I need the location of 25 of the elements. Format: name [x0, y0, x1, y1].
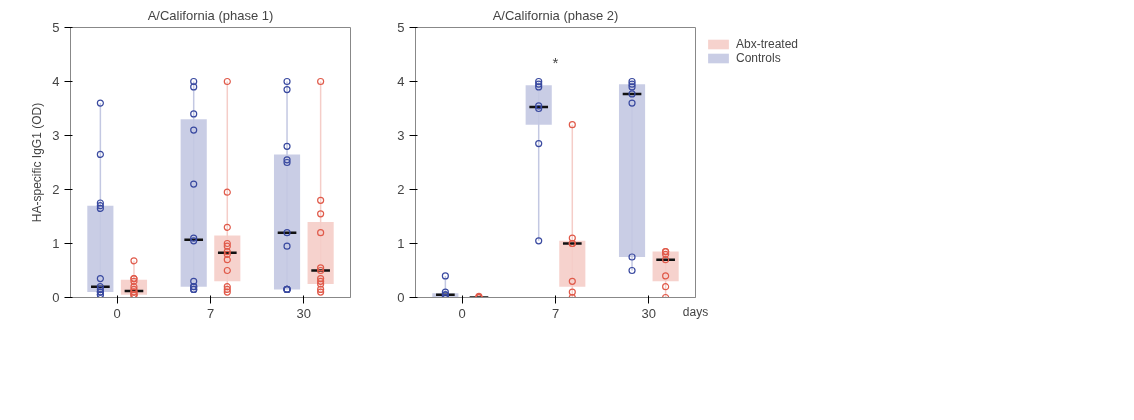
chart-title: A/California (phase 1) [147, 7, 274, 23]
annotation: * [552, 53, 559, 71]
y-tick-label: 4 [52, 74, 60, 89]
x-tick-label: 7 [206, 305, 215, 321]
legend-label: Abx-treated [736, 37, 799, 51]
x-tick-label: 7 [551, 305, 560, 321]
x-tick-label: 30 [641, 305, 657, 321]
x-tick-label: 0 [458, 305, 466, 321]
y-tick-label: 1 [52, 236, 60, 251]
y-tick-label: 5 [397, 20, 405, 35]
chart-title: A/California (phase 2) [492, 7, 619, 23]
y-tick-label: 2 [397, 182, 405, 197]
legend-label: Controls [736, 51, 781, 65]
y-tick-label: 0 [397, 290, 405, 305]
y-tick-label: 5 [52, 20, 60, 35]
y-tick-label: 3 [397, 128, 405, 143]
y-tick-label: 3 [52, 128, 60, 143]
x-tick-label: 0 [113, 305, 121, 321]
y-tick-label: 1 [397, 236, 405, 251]
y-axis-title: HA-specific IgG1 (OD) [30, 102, 45, 223]
y-tick-label: 0 [52, 290, 60, 305]
x-tick-label: 30 [296, 305, 312, 321]
x-axis-title: days [682, 304, 709, 319]
y-tick-label: 4 [397, 74, 405, 89]
y-tick-label: 2 [52, 182, 60, 197]
